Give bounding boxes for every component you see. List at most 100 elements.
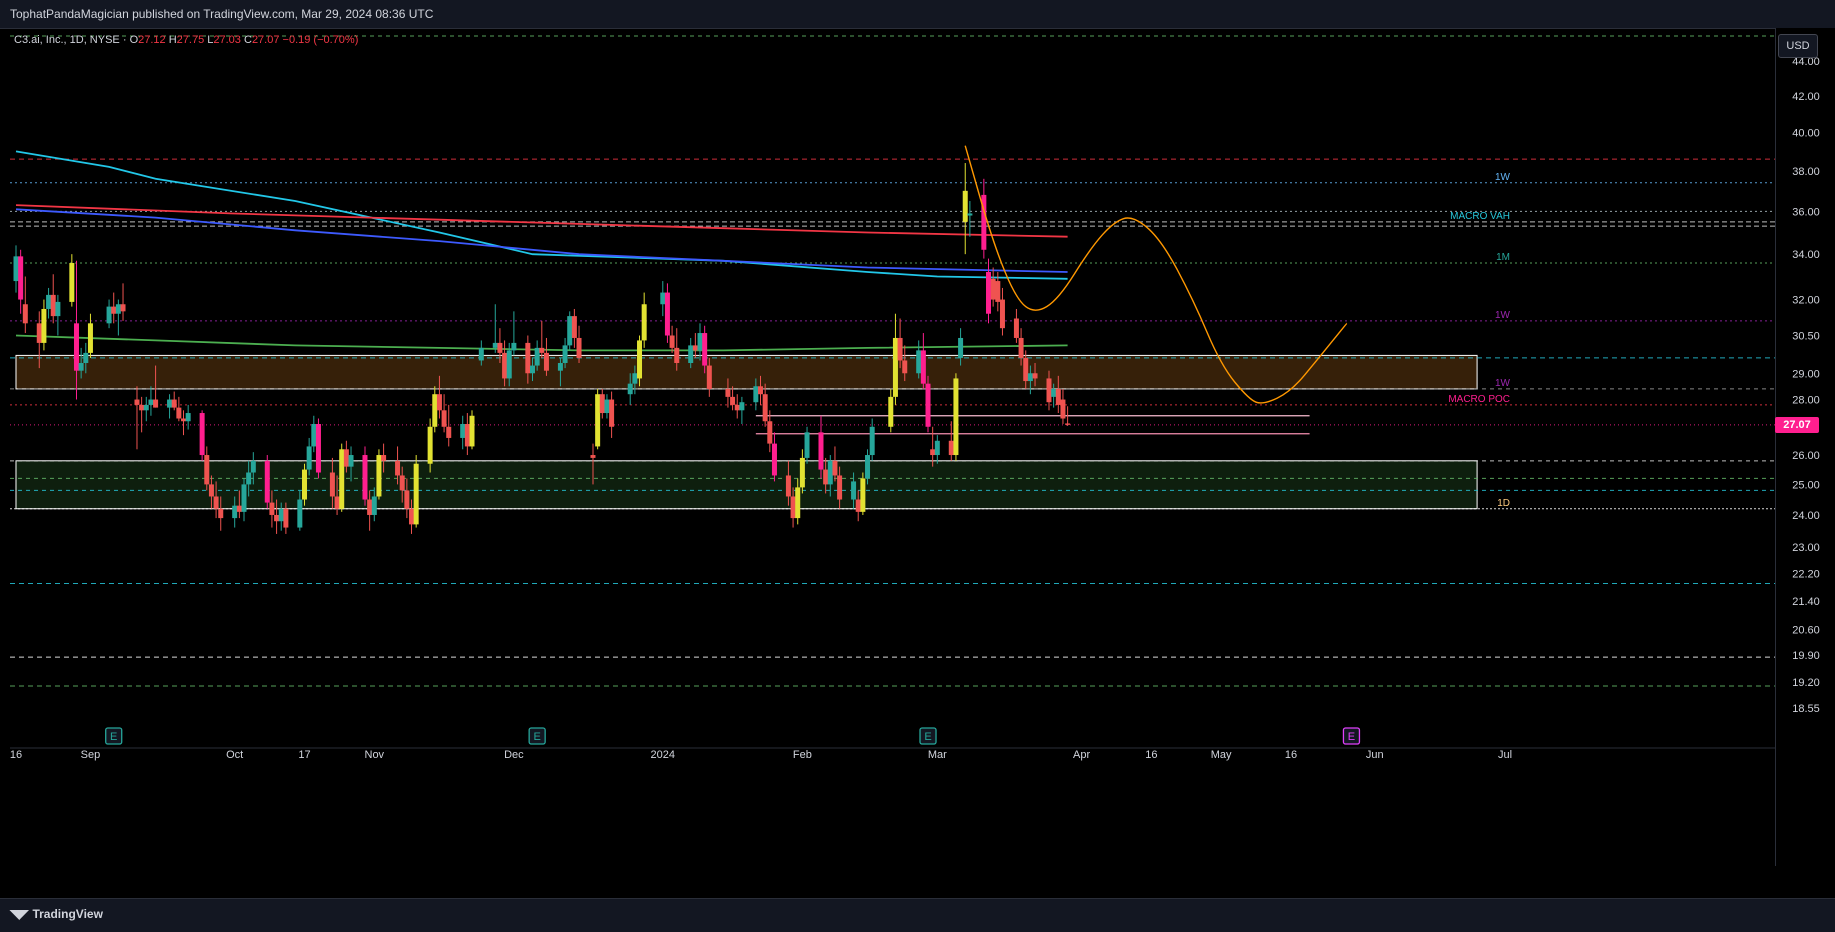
candle-body (502, 352, 508, 379)
candle-body (436, 394, 442, 411)
candle-body (1051, 388, 1057, 397)
candle-body (525, 342, 531, 374)
close-value: 27.07 (251, 34, 280, 46)
time-tick-label: 16 (1145, 749, 1157, 761)
candle-body (199, 413, 205, 456)
candle-body (208, 484, 214, 497)
candle-body (432, 394, 438, 427)
candle-body (1013, 318, 1019, 338)
price-tick-label: 18.55 (1792, 703, 1820, 715)
price-tick-label: 38.00 (1792, 166, 1820, 178)
candle-body (860, 478, 866, 512)
candle-body (13, 256, 19, 282)
tradingview-logo-icon: ◥◤ (10, 907, 29, 921)
time-tick-label: Sep (81, 749, 101, 761)
zone-1 (15, 460, 1478, 510)
candle-body (660, 292, 666, 305)
candle-body (409, 508, 415, 525)
candle-body (446, 426, 452, 438)
price-tick-label: 19.20 (1792, 677, 1820, 689)
publisher-line: TophatPandaMagician published on Trading… (10, 7, 434, 21)
candle-body (367, 499, 373, 515)
candle-body (562, 345, 568, 364)
price-tick-label: 21.40 (1792, 596, 1820, 608)
candle-body (697, 333, 703, 351)
candle-body (534, 347, 540, 366)
time-tick-label: Apr (1073, 749, 1090, 761)
level-label-2: 1W (1495, 172, 1511, 183)
time-tick-label: Jun (1366, 749, 1384, 761)
moving-average-2 (15, 204, 1068, 238)
chart-area[interactable]: 1W MACRO VAH 1M 1W 1W MACRO POC 1D E E E E 16 Sep Oct… (10, 28, 1775, 866)
candle-body (111, 306, 117, 314)
candle-body (297, 499, 303, 528)
time-tick-label: May (1211, 749, 1232, 761)
candle-body (632, 373, 638, 384)
candle-body (120, 304, 126, 312)
candle-body (185, 413, 191, 422)
candle-body (395, 460, 401, 476)
level-label-15: 1D (1497, 498, 1510, 509)
candle-body (590, 455, 596, 458)
candle-body (609, 399, 615, 427)
price-axis[interactable]: 44.00 42.00 40.00 38.00 36.00 34.00 32.00 30.50… (1775, 28, 1835, 866)
candle-body (851, 481, 857, 500)
level-label-7: 1W (1495, 310, 1511, 321)
candle-body (464, 424, 470, 447)
price-chart[interactable]: 1W MACRO VAH 1M 1W 1W MACRO POC 1D E E E E 16 Sep Oct… (10, 28, 1775, 866)
time-tick-label: 16 (1285, 749, 1297, 761)
candle-body (627, 383, 633, 395)
candle-body (460, 424, 466, 438)
moving-average-0 (15, 150, 1068, 280)
candle-body (362, 455, 368, 500)
candle-body (981, 194, 987, 250)
candle-body (823, 469, 829, 485)
candle-body (567, 316, 573, 346)
candle-body (1065, 423, 1071, 425)
currency-button[interactable]: USD (1778, 34, 1818, 58)
candle-body (543, 352, 549, 371)
candle-body (865, 455, 871, 479)
tradingview-brand[interactable]: ◥◤ TradingView (10, 907, 103, 921)
time-tick-label: 2024 (651, 749, 675, 761)
price-tick-label: 19.90 (1792, 650, 1820, 662)
price-tick-label: 32.00 (1792, 295, 1820, 307)
price-tick-label: 40.00 (1792, 127, 1820, 139)
candle-body (641, 304, 647, 341)
price-tick-label: 30.50 (1792, 331, 1820, 343)
level-label-6: 1M (1496, 252, 1510, 263)
price-tick-label: 23.00 (1792, 542, 1820, 554)
svg-text:E: E (1348, 731, 1355, 743)
candle-body (213, 496, 219, 509)
candle-body (897, 337, 903, 361)
close-label: C (243, 34, 252, 46)
candle-body (153, 399, 159, 408)
svg-text:E: E (533, 731, 540, 743)
candle-body (404, 490, 410, 509)
candle-body (888, 396, 894, 427)
candle-body (999, 299, 1005, 329)
level-label-4: MACRO VAH (1450, 211, 1510, 222)
candle-body (753, 386, 759, 403)
change-value: −0.19 (−0.70%) (282, 34, 359, 46)
candle-body (967, 213, 973, 216)
candle-body (329, 472, 335, 497)
candle-body (962, 190, 968, 222)
time-tick-label: Mar (928, 749, 947, 761)
candle-body (413, 463, 419, 525)
candle-body (269, 502, 275, 515)
candle-body (688, 345, 694, 364)
moving-average-1 (15, 208, 1068, 273)
candle-body (41, 308, 47, 343)
candle-body (767, 421, 773, 444)
time-tick-label: Dec (504, 749, 524, 761)
candle-body (306, 446, 312, 470)
projection-curve (964, 145, 1348, 404)
candle-body (246, 472, 252, 485)
time-tick-label: 16 (10, 749, 22, 761)
candle-body (758, 386, 763, 395)
candle-body (176, 407, 182, 419)
candle-body (478, 347, 484, 361)
candle-body (1046, 378, 1052, 403)
candle-body (953, 378, 959, 456)
